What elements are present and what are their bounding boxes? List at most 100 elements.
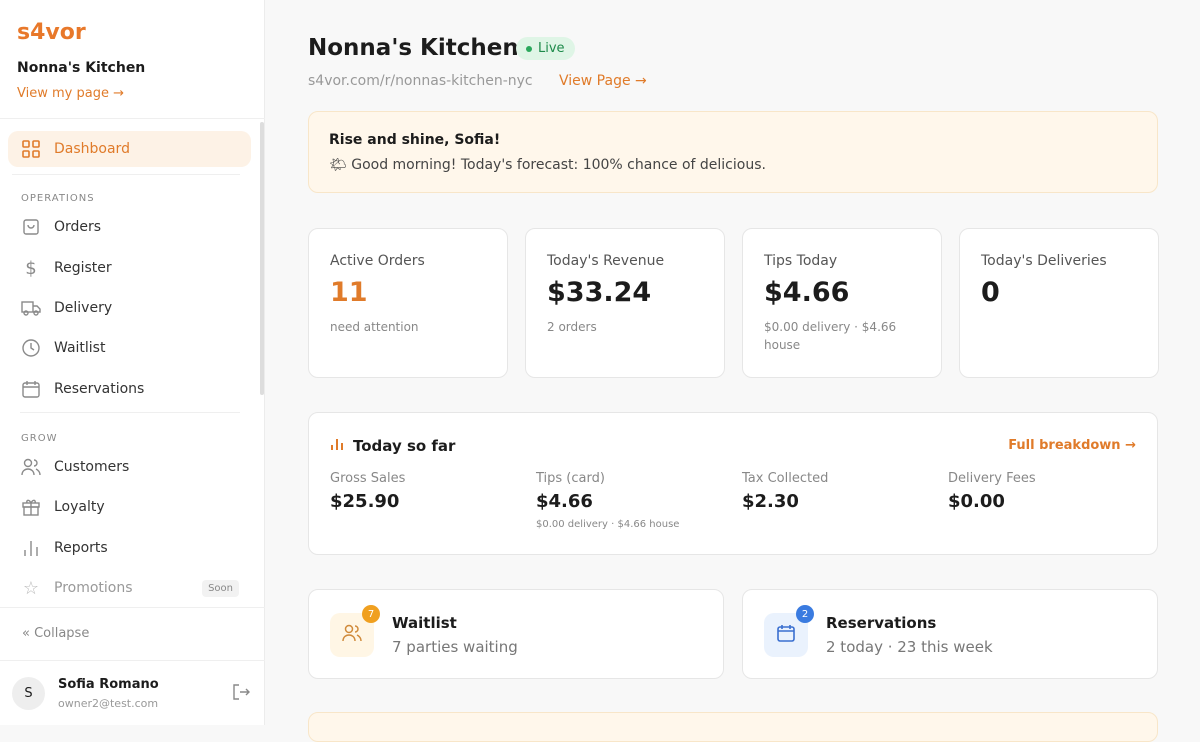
clock-icon [21, 338, 41, 358]
sidebar-item-label: Promotions [54, 580, 133, 596]
view-page-link[interactable]: View Page → [559, 73, 647, 89]
section-operations: OPERATIONS [21, 193, 95, 204]
section-grow: GROW [21, 433, 58, 444]
reservations-card[interactable]: 2 Reservations 2 today · 23 this week [742, 589, 1158, 679]
metric-tips: Tips (card) $4.66 $0.00 delivery · $4.66 h… [536, 471, 679, 530]
sidebar-item-dashboard[interactable]: Dashboard [8, 131, 251, 167]
sidebar-item-delivery[interactable]: Delivery [8, 290, 251, 326]
stat-value: 0 [981, 277, 1000, 308]
greeting-banner: Rise and shine, Sofia! 🌤 Good morning! T… [308, 111, 1158, 193]
stat-value: 11 [330, 277, 368, 308]
users-icon [341, 623, 363, 647]
user-email: owner2@test.com [58, 697, 159, 710]
next-card-partial [308, 712, 1158, 742]
bar-chart-icon [330, 437, 344, 455]
waitlist-icon-box: 7 [330, 605, 380, 657]
dollar-icon: $ [25, 257, 37, 279]
sidebar-item-reservations[interactable]: Reservations [8, 371, 251, 407]
sidebar-item-label: Waitlist [54, 340, 106, 356]
sidebar-item-label: Register [54, 260, 112, 276]
bar-chart-icon [21, 538, 41, 558]
card-title: Waitlist [392, 614, 457, 632]
page-title: Nonna's Kitchen [308, 35, 519, 61]
reservations-icon-box: 2 [764, 605, 814, 657]
greeting-title: Rise and shine, Sofia! [329, 132, 501, 148]
user-name: Sofia Romano [58, 677, 159, 692]
stat-label: Active Orders [330, 253, 425, 269]
metric-delivery-fees: Delivery Fees $0.00 [948, 471, 1036, 512]
divider [0, 607, 265, 608]
stat-value: $33.24 [547, 277, 652, 308]
view-my-page-link[interactable]: View my page → [17, 86, 124, 101]
calendar-icon [21, 379, 41, 399]
stat-sub: $0.00 delivery · $4.66 house [764, 320, 897, 352]
sidebar-item-waitlist[interactable]: Waitlist [8, 330, 251, 366]
collapse-button[interactable]: « Collapse [22, 626, 90, 641]
greeting-message: 🌤 Good morning! Today's forecast: 100% c… [329, 157, 766, 173]
grid-icon [21, 139, 41, 159]
metric-value: $0.00 [948, 491, 1005, 512]
stat-sub: need attention [330, 320, 419, 334]
sidebar-item-label: Reservations [54, 381, 145, 397]
stat-card-deliveries[interactable]: Today's Deliveries 0 [959, 228, 1159, 378]
logout-icon[interactable] [232, 683, 250, 705]
sidebar-item-label: Dashboard [54, 141, 130, 157]
truck-icon [21, 298, 41, 318]
users-icon [21, 457, 41, 477]
sidebar-item-loyalty[interactable]: Loyalty [8, 489, 251, 525]
card-title: Reservations [826, 614, 937, 632]
metric-label: Delivery Fees [948, 471, 1036, 486]
metric-value: $2.30 [742, 491, 799, 512]
sidebar-scrollbar[interactable] [260, 122, 264, 395]
stat-card-tips[interactable]: Tips Today $4.66 $0.00 delivery · $4.66 … [742, 228, 942, 378]
gift-icon [21, 497, 41, 517]
status-badge: Live [516, 37, 575, 60]
metric-label: Tax Collected [742, 471, 829, 486]
metric-sub: $0.00 delivery · $4.66 house [536, 519, 680, 530]
metric-label: Tips (card) [536, 471, 605, 486]
stat-label: Today's Deliveries [981, 253, 1107, 269]
divider [12, 174, 240, 175]
sidebar-item-label: Customers [54, 459, 130, 475]
stat-value: $4.66 [764, 277, 850, 308]
divider [20, 412, 240, 413]
metric-gross-sales: Gross Sales $25.90 [330, 471, 405, 512]
soon-badge: Soon [202, 579, 239, 597]
brand-logo: s4vor [17, 20, 86, 45]
sidebar-item-label: Orders [54, 219, 102, 235]
restaurant-name: Nonna's Kitchen [17, 60, 146, 76]
metric-label: Gross Sales [330, 471, 406, 486]
stat-label: Today's Revenue [547, 253, 665, 269]
metric-value: $25.90 [330, 491, 400, 512]
divider [0, 660, 265, 661]
star-icon: ☆ [22, 577, 40, 599]
stat-card-revenue[interactable]: Today's Revenue $33.24 2 orders [525, 228, 725, 378]
sidebar: s4vor Nonna's Kitchen View my page → Das… [0, 0, 265, 725]
waitlist-card[interactable]: 7 Waitlist 7 parties waiting [308, 589, 724, 679]
sidebar-item-register[interactable]: $ Register [8, 250, 251, 286]
bag-icon [21, 217, 41, 237]
section-title: Today so far [353, 437, 456, 455]
sidebar-item-reports[interactable]: Reports [8, 530, 251, 566]
sidebar-item-promotions[interactable]: ☆ Promotions Soon [8, 570, 251, 606]
sidebar-item-orders[interactable]: Orders [8, 209, 251, 245]
waitlist-count-badge: 7 [362, 605, 380, 623]
sidebar-item-customers[interactable]: Customers [8, 449, 251, 485]
stat-sub: 2 orders [547, 320, 597, 334]
card-sub: 2 today · 23 this week [826, 638, 993, 656]
metric-value: $4.66 [536, 491, 593, 512]
sidebar-item-label: Reports [54, 540, 108, 556]
stat-label: Tips Today [764, 253, 838, 269]
full-breakdown-link[interactable]: Full breakdown → [1008, 438, 1136, 453]
metric-tax: Tax Collected $2.30 [742, 471, 828, 512]
divider [0, 118, 265, 119]
sidebar-item-label: Loyalty [54, 499, 105, 515]
card-sub: 7 parties waiting [392, 638, 518, 656]
today-so-far-card: Today so far Full breakdown → Gross Sale… [308, 412, 1158, 555]
sidebar-item-label: Delivery [54, 300, 113, 316]
stat-card-active-orders[interactable]: Active Orders 11 need attention [308, 228, 508, 378]
calendar-icon [776, 623, 796, 647]
page-url: s4vor.com/r/nonnas-kitchen-nyc [308, 73, 533, 89]
avatar: S [12, 677, 45, 710]
reservations-count-badge: 2 [796, 605, 814, 623]
